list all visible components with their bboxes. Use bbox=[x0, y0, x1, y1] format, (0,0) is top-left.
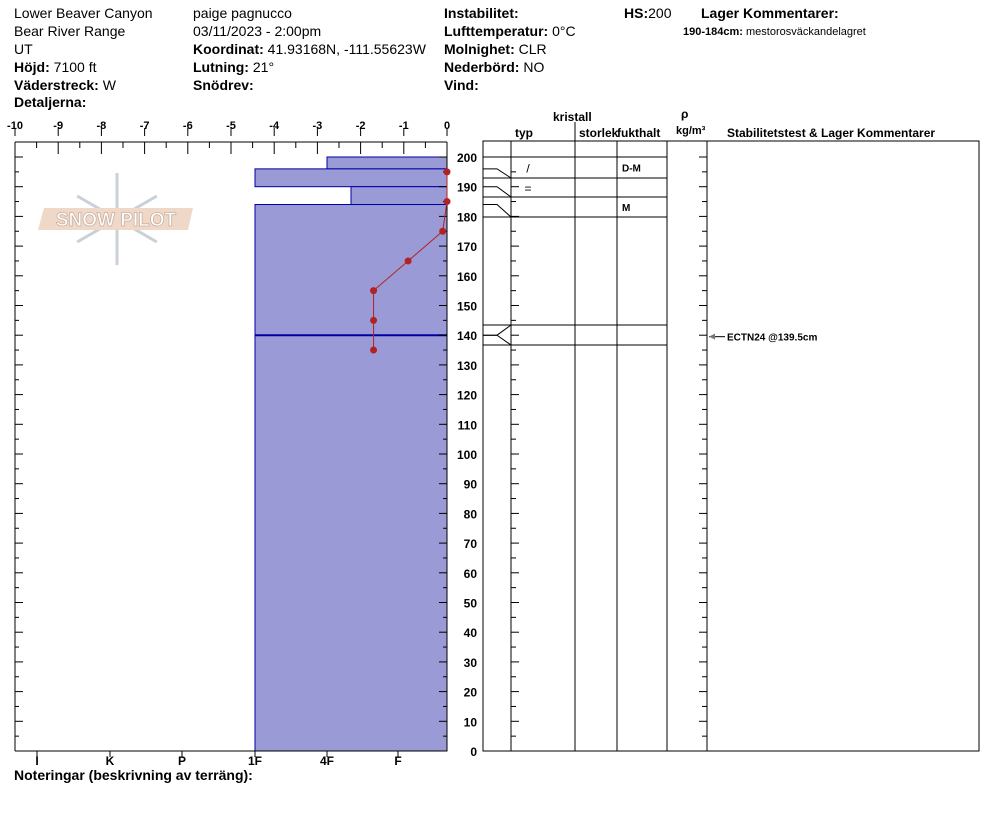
layer-connector bbox=[483, 168, 512, 179]
hardness-layer-bar bbox=[326, 156, 448, 170]
snowflake-arm bbox=[116, 217, 158, 244]
depth-tick-label: 0 bbox=[470, 745, 477, 759]
hs: HS:200 bbox=[624, 5, 672, 21]
temp-tick-label: -8 bbox=[97, 120, 107, 132]
header-storlek: storlek bbox=[579, 126, 619, 140]
aspect: Väderstreck: W bbox=[14, 77, 116, 93]
header-fukthalt: fukthalt bbox=[617, 126, 660, 140]
temperature-point bbox=[370, 287, 378, 295]
header-rho: ρ bbox=[681, 107, 688, 121]
layer-connector bbox=[483, 334, 512, 346]
depth-tick-label: 190 bbox=[457, 181, 477, 195]
temp-tick-label: -4 bbox=[269, 120, 280, 132]
depth-tick-label: 110 bbox=[458, 418, 478, 432]
temperature-point bbox=[443, 198, 451, 206]
temperature-point bbox=[443, 168, 451, 176]
grain-type-symbol: = bbox=[524, 182, 531, 196]
range: Bear River Range bbox=[14, 23, 126, 39]
coordinates: Koordinat: 41.93168N, -111.55623W bbox=[193, 41, 426, 57]
layer-connector bbox=[483, 204, 512, 218]
temp-tick-label: -6 bbox=[183, 120, 193, 132]
stability-arrowhead-icon bbox=[709, 333, 715, 340]
datetime: 03/11/2023 - 2:00pm bbox=[193, 23, 322, 39]
depth-tick-label: 120 bbox=[457, 389, 477, 403]
depth-tick-label: 180 bbox=[457, 210, 477, 224]
hardness-tick-label: 1F bbox=[248, 754, 262, 768]
wind: Vind: bbox=[444, 77, 479, 93]
depth-tick-label: 80 bbox=[464, 507, 478, 521]
snowflake-arm bbox=[76, 194, 118, 221]
depth-tick-label: 20 bbox=[464, 686, 478, 700]
elevation: Höjd: 7100 ft bbox=[14, 59, 97, 75]
hardness-tick-label: I bbox=[35, 754, 38, 768]
depth-tick-label: 50 bbox=[464, 597, 478, 611]
temp-tick-label: 0 bbox=[444, 120, 450, 132]
temperature-point bbox=[404, 257, 412, 265]
hardness-tick-label: F bbox=[394, 754, 401, 768]
precip: Nederbörd: NO bbox=[444, 59, 545, 75]
logo-text: SNOW PILOT bbox=[56, 210, 177, 231]
depth-tick-label: 30 bbox=[464, 656, 478, 670]
snowflake-arm bbox=[116, 194, 158, 221]
instability: Instabilitet: bbox=[444, 5, 519, 21]
moisture-value: M bbox=[622, 203, 630, 214]
depth-tick-label: 100 bbox=[457, 448, 477, 462]
air-temp: Lufttemperatur: 0°C bbox=[444, 23, 576, 39]
observer: paige pagnucco bbox=[193, 5, 292, 21]
hardness-layer-bar bbox=[350, 186, 448, 206]
temperature-point bbox=[439, 227, 447, 235]
state: UT bbox=[14, 41, 33, 57]
layer-connector bbox=[483, 324, 512, 336]
temp-tick-label: -10 bbox=[7, 120, 23, 132]
temp-tick-label: -1 bbox=[399, 120, 409, 132]
hardness-tick-label: P bbox=[178, 754, 186, 768]
depth-tick-label: 10 bbox=[464, 715, 478, 729]
grain-type-symbol: / bbox=[526, 162, 530, 176]
depth-tick-label: 150 bbox=[457, 300, 477, 314]
logo-band bbox=[38, 208, 193, 230]
layer-comment: 190-184cm: mestorosväckandelagret bbox=[683, 26, 866, 38]
sky: Molnighet: CLR bbox=[444, 41, 547, 57]
slope: Lutning: 21° bbox=[193, 59, 275, 75]
depth-tick-label: 170 bbox=[457, 240, 477, 254]
stability-test-label: ECTN24 @139.5cm bbox=[727, 333, 817, 344]
depth-tick-label: 40 bbox=[464, 626, 478, 640]
snowflake-arm bbox=[76, 217, 118, 244]
temp-tick-label: -9 bbox=[53, 120, 63, 132]
temp-tick-label: -2 bbox=[356, 120, 366, 132]
notes-label: Noteringar (beskrivning av terräng): bbox=[14, 767, 253, 783]
temp-tick-label: -3 bbox=[313, 120, 323, 132]
header-stability: Stabilitetstest & Lager Kommentarer bbox=[727, 126, 935, 140]
hardness-tick-label: K bbox=[106, 754, 115, 768]
depth-tick-label: 160 bbox=[457, 270, 477, 284]
layer-connector bbox=[483, 186, 512, 198]
depth-tick-label: 200 bbox=[457, 151, 477, 165]
header-density-unit: kg/m³ bbox=[676, 125, 706, 137]
hardness-layer-bar bbox=[254, 204, 448, 336]
snowpilot-logo: SNOW PILOT bbox=[38, 173, 193, 265]
temperature-point bbox=[370, 346, 378, 354]
hardness-layer-bar bbox=[254, 334, 448, 752]
temperature-line bbox=[373, 171, 448, 351]
temp-tick-label: -7 bbox=[140, 120, 150, 132]
header-kristall: kristall bbox=[553, 110, 592, 124]
depth-tick-label: 60 bbox=[464, 567, 478, 581]
depth-tick-label: 130 bbox=[457, 359, 477, 373]
hardness-layer-bar bbox=[254, 168, 448, 188]
wind-loading: Snödrev: bbox=[193, 77, 254, 93]
depth-tick-label: 70 bbox=[464, 537, 478, 551]
header-typ: typ bbox=[515, 126, 533, 140]
moisture-value: D-M bbox=[622, 164, 641, 175]
layer-comments-label: Lager Kommentarer: bbox=[701, 5, 839, 21]
temp-tick-label: -5 bbox=[226, 120, 236, 132]
depth-tick-label: 140 bbox=[457, 329, 477, 343]
temperature-point bbox=[370, 316, 378, 324]
depth-tick-label: 90 bbox=[464, 478, 478, 492]
location: Lower Beaver Canyon bbox=[14, 5, 153, 21]
table-frame bbox=[482, 140, 980, 752]
hardness-tick-label: 4F bbox=[320, 754, 334, 768]
details-label: Detaljerna: bbox=[14, 94, 87, 110]
